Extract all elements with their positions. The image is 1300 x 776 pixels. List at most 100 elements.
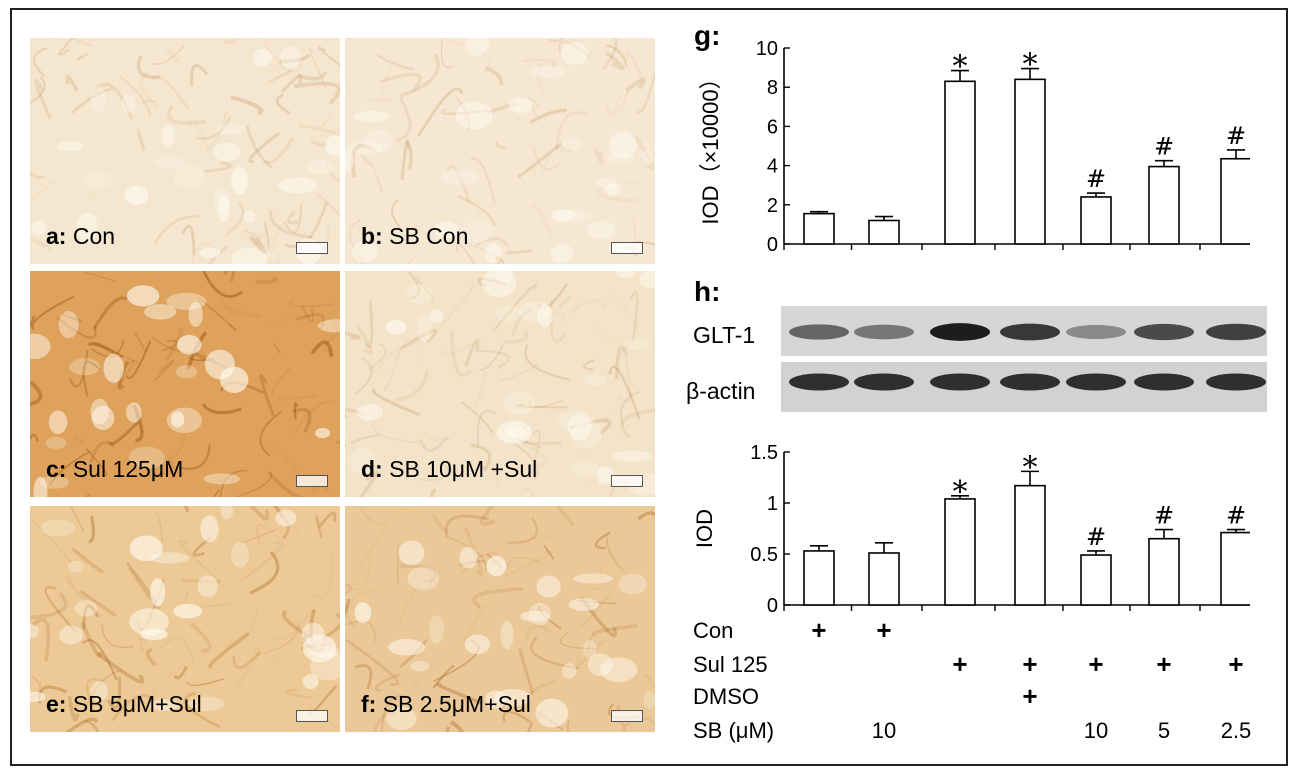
micrograph-condition: SB 5μM+Sul (66, 691, 202, 717)
micrograph-letter: b: (361, 223, 383, 249)
significance-marker: * (953, 50, 968, 85)
bar (1080, 554, 1112, 606)
y-tick-label: 0.5 (750, 544, 778, 566)
condition-cell: 10 (1083, 718, 1109, 743)
bar (1220, 157, 1250, 245)
micrograph-letter: e: (46, 691, 67, 717)
micrograph-letter: d: (361, 456, 383, 482)
micrograph-panel: f: SB 2.5μM+Sul (345, 506, 655, 732)
condition-row-label: Con (693, 618, 734, 643)
y-tick-label: 0 (767, 234, 778, 256)
condition-cell: + (1022, 649, 1038, 679)
bar (944, 498, 976, 606)
condition-cell: + (1022, 681, 1038, 711)
chart-h: 0 0.5 1 1.5 IOD * * # # # (692, 442, 1250, 617)
blot-band (1066, 324, 1126, 340)
y-tick-label: 4 (767, 156, 778, 178)
bar (1014, 78, 1046, 245)
blot-strip-glt1 (781, 306, 1267, 356)
scale-bar (611, 475, 643, 487)
significance-marker: # (1226, 502, 1246, 530)
y-tick-label: 10 (756, 38, 778, 60)
significance-marker: * (953, 475, 968, 510)
significance-marker: # (1154, 133, 1174, 161)
chart-g: 0 2 4 6 8 10 IOD（×10000） * * # # # (698, 38, 1250, 256)
micrograph-condition: SB Con (382, 223, 469, 249)
y-tick-label: 1.5 (750, 442, 778, 464)
y-tick-label: 6 (767, 116, 778, 138)
significance-marker: # (1086, 165, 1106, 193)
scale-bar (296, 710, 328, 722)
condition-cell: + (811, 615, 827, 645)
significance-marker: # (1086, 523, 1106, 551)
micrograph-panel: a: Con (30, 38, 340, 264)
blot-band (1134, 373, 1194, 391)
significance-marker: * (1023, 48, 1038, 83)
blot-band (1066, 373, 1126, 391)
condition-row-label: SB (μM) (693, 718, 775, 743)
significance-marker: * (1023, 450, 1038, 485)
panel-h-label: h: (694, 276, 721, 307)
condition-cell: 5 (1157, 718, 1171, 743)
bar (1014, 484, 1046, 606)
blot-band (789, 373, 849, 391)
micrograph-panel: d: SB 10μM +Sul (345, 271, 655, 497)
panel-g-label: g: (694, 20, 721, 51)
bar (1220, 531, 1250, 606)
bar (944, 80, 976, 245)
micrograph-label: a: Con (46, 223, 115, 250)
y-tick-label: 8 (767, 77, 778, 99)
micrograph-panel: b: SB Con (345, 38, 655, 264)
micrograph-letter: a: (46, 223, 67, 249)
micrograph-letter: c: (46, 456, 67, 482)
blot-band (1206, 373, 1266, 391)
micrograph-label: f: SB 2.5μM+Sul (361, 691, 531, 718)
micrograph-condition: Sul 125μM (66, 456, 184, 482)
y-tick-label: 1 (767, 493, 778, 515)
significance-marker: # (1226, 122, 1246, 150)
micrograph-panel: e: SB 5μM+Sul (30, 506, 340, 732)
condition-cell: + (876, 615, 892, 645)
blot-label-actin: β-actin (686, 378, 756, 404)
y-axis-label: IOD (692, 509, 717, 548)
micrograph-condition: SB 10μM +Sul (382, 456, 538, 482)
micrograph-panel: c: Sul 125μM (30, 271, 340, 497)
blot-band (1000, 323, 1060, 341)
micrograph-letter: f: (361, 691, 377, 717)
blot-band (1000, 373, 1060, 391)
micrograph-label: d: SB 10μM +Sul (361, 456, 537, 483)
condition-row-label: DMSO (693, 684, 759, 709)
significance-marker: # (1154, 502, 1174, 530)
micrograph-label: c: Sul 125μM (46, 456, 183, 483)
condition-cell: + (952, 649, 968, 679)
bar (868, 219, 900, 245)
bar (1148, 165, 1180, 245)
blot-band (789, 324, 849, 340)
condition-cell: + (1228, 649, 1244, 679)
blot-strip-actin (781, 362, 1267, 412)
bar (803, 550, 835, 606)
blot-band (930, 373, 990, 391)
blot-band (854, 324, 914, 340)
micrograph-label: b: SB Con (361, 223, 468, 250)
blot-band (930, 323, 990, 341)
scale-bar (296, 475, 328, 487)
bar (1148, 537, 1180, 606)
y-tick-label: 0 (767, 595, 778, 617)
scale-bar (611, 242, 643, 254)
y-tick-label: 2 (767, 195, 778, 217)
condition-cell: + (1156, 649, 1172, 679)
condition-cell: 2.5 (1220, 718, 1252, 743)
blot-band (1206, 323, 1266, 341)
blot-label-glt1: GLT-1 (693, 322, 756, 348)
condition-cell: 10 (871, 718, 897, 743)
bar (803, 212, 835, 245)
micrograph-condition: SB 2.5μM+Sul (376, 691, 531, 717)
scale-bar (611, 710, 643, 722)
bar (868, 552, 900, 606)
condition-cell: + (1088, 649, 1104, 679)
blot-band (854, 373, 914, 391)
micrograph-label: e: SB 5μM+Sul (46, 691, 202, 718)
y-axis-label: IOD（×10000） (698, 67, 723, 224)
bar (1080, 196, 1112, 245)
